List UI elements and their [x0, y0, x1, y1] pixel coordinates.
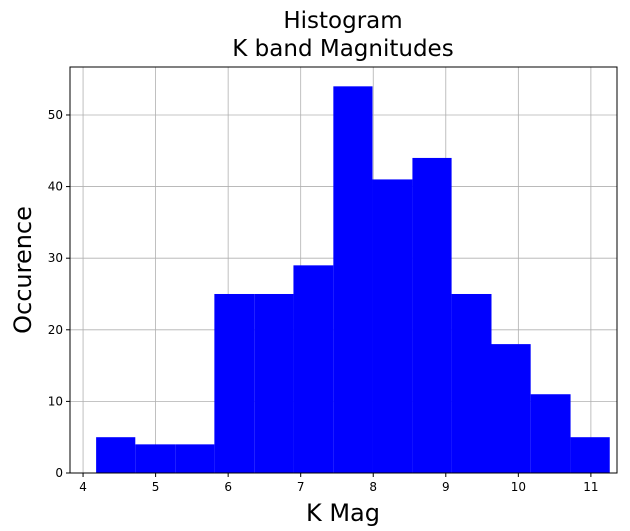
- bar: [412, 157, 452, 473]
- x-tick-label: 4: [79, 480, 87, 494]
- plot-frame: [69, 66, 618, 474]
- x-tick-label: 5: [152, 480, 160, 494]
- y-tick-label: 50: [48, 108, 63, 122]
- bar: [293, 265, 334, 473]
- bar: [135, 444, 176, 473]
- x-tick-label: 9: [442, 480, 450, 494]
- y-tick-label: 20: [48, 323, 63, 337]
- x-tick-label: 11: [583, 480, 598, 494]
- bar: [254, 293, 294, 473]
- bar: [214, 293, 255, 473]
- chart-title: K band Magnitudes: [232, 36, 453, 62]
- bar: [372, 179, 413, 474]
- bar: [451, 293, 492, 473]
- chart-title: Histogram: [283, 8, 402, 34]
- bar: [530, 394, 571, 473]
- bar: [175, 444, 215, 473]
- x-tick-label: 7: [297, 480, 305, 494]
- bar: [333, 86, 373, 473]
- y-tick-label: 0: [55, 466, 63, 480]
- y-axis-label: Occurence: [9, 206, 37, 334]
- y-tick-label: 10: [48, 394, 63, 408]
- x-axis-label: K Mag: [306, 499, 380, 527]
- bar: [491, 344, 531, 473]
- bar: [570, 437, 610, 473]
- x-tick-label: 10: [511, 480, 526, 494]
- x-tick-label: 8: [369, 480, 377, 494]
- y-tick-label: 40: [48, 180, 63, 194]
- x-tick-label: 6: [224, 480, 232, 494]
- bar: [96, 437, 136, 473]
- y-tick-label: 30: [48, 251, 63, 265]
